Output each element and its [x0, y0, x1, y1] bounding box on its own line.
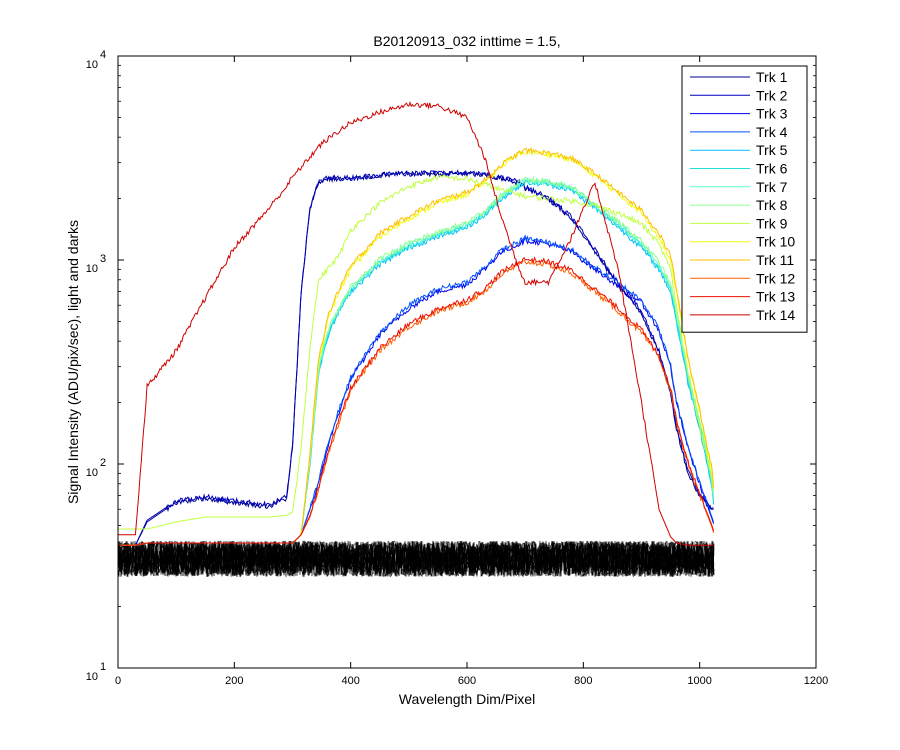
legend-label: Trk 7: [756, 179, 788, 195]
legend-label: Trk 5: [756, 142, 788, 158]
x-tick-label: 0: [115, 675, 121, 687]
x-tick-label: 1000: [687, 675, 711, 687]
chart-title: B20120913_032 inttime = 1.5,: [373, 33, 560, 49]
x-axis-label: Wavelength Dim/Pixel: [399, 691, 535, 707]
dark-trace: [117, 540, 715, 578]
y-tick-label-base: 10: [86, 59, 98, 71]
y-axis-label: Signal Intensity (ADU/pix/sec), light an…: [65, 220, 81, 504]
legend-label: Trk 6: [756, 161, 788, 177]
y-tick-label-base: 10: [86, 671, 98, 683]
legend-label: Trk 4: [756, 124, 788, 140]
y-tick-label-exponent: 3: [100, 253, 106, 265]
series-layer: [118, 101, 715, 546]
x-tick-label: 1200: [804, 675, 828, 687]
y-tick-label-exponent: 4: [100, 49, 106, 61]
legend-label: Trk 11: [756, 252, 794, 268]
series-line-14: [118, 101, 714, 546]
y-tick-label-exponent: 1: [100, 661, 106, 673]
x-tick-label: 200: [225, 675, 243, 687]
legend-label: Trk 8: [756, 197, 788, 213]
legend: Trk 1 Trk 2 Trk 3 Trk 4 Trk 5 Trk 6 Trk 7 Trk 8…: [681, 65, 808, 333]
x-tick-label: 600: [458, 675, 476, 687]
legend-label: Trk 1: [756, 69, 788, 85]
series-line-13: [118, 256, 715, 546]
legend-label: Trk 12: [756, 270, 795, 286]
legend-label: Trk 9: [756, 215, 788, 231]
x-tick-label: 800: [574, 675, 592, 687]
y-tick-label-base: 10: [86, 467, 98, 479]
legend-label: Trk 2: [756, 87, 788, 103]
legend-box: [681, 65, 808, 333]
dark-trace: [117, 540, 715, 577]
legend-label: Trk 10: [756, 234, 795, 250]
y-tick-label-exponent: 2: [100, 457, 106, 469]
legend-label: Trk 14: [756, 307, 795, 323]
dark-frames-band: [117, 540, 715, 578]
series-line-9: [118, 174, 715, 530]
x-tick-label: 400: [341, 675, 359, 687]
y-tick-label-base: 10: [86, 263, 98, 275]
legend-label: Trk 3: [756, 106, 788, 122]
legend-label: Trk 13: [756, 289, 795, 305]
